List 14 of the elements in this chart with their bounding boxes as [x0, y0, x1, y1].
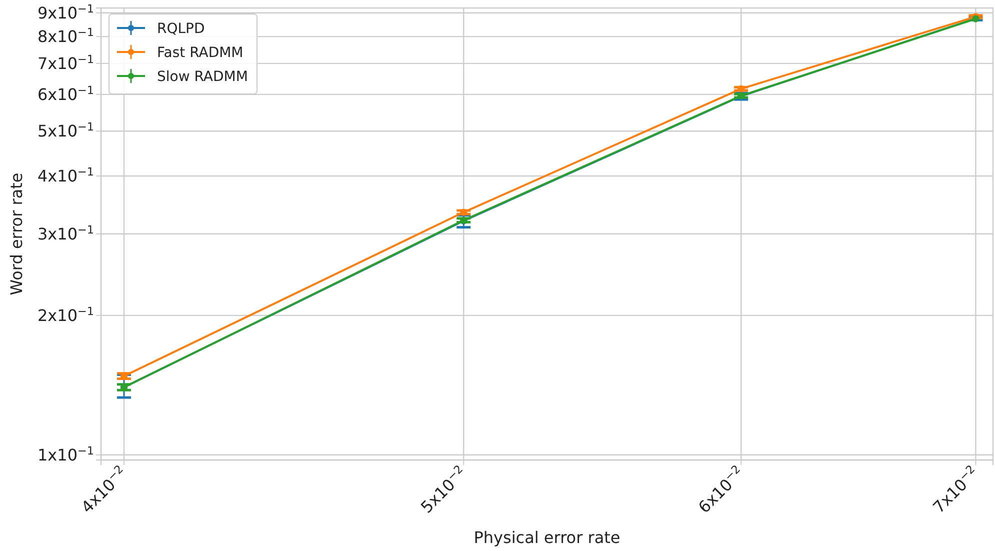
y-tick-label: 9x10$^{−1}$ [37, 2, 94, 22]
y-tick-label: 4x10$^{−1}$ [37, 165, 94, 186]
y-tick-label: 3x10$^{−1}$ [37, 222, 94, 244]
legend-label: Slow RADMM [157, 68, 248, 85]
y-tick-label: 1x10$^{−1}$ [37, 444, 94, 465]
x-axis-title: Physical error rate [474, 528, 620, 547]
y-axis-title: Word error rate [7, 172, 26, 296]
legend-label: RQLPD [157, 20, 205, 37]
y-tick-label: 6x10$^{−1}$ [37, 84, 94, 104]
y-tick-label: 2x10$^{−1}$ [37, 304, 94, 326]
y-tick-label: 7x10$^{−1}$ [37, 52, 94, 74]
y-tick-label: 8x10$^{−1}$ [37, 26, 94, 46]
legend-label: Fast RADMM [157, 44, 244, 61]
y-tick-label: 5x10$^{−1}$ [37, 120, 94, 141]
